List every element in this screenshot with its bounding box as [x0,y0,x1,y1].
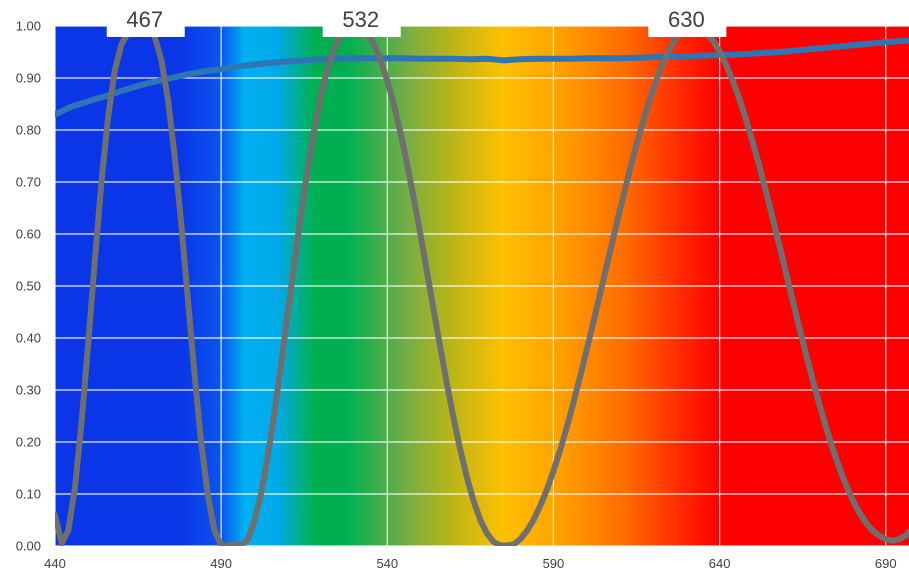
y-tick-label: 0.50 [16,279,41,294]
y-tick-label: 0.60 [16,227,41,242]
x-tick-label: 440 [44,556,66,571]
y-tick-label: 1.00 [16,19,41,34]
y-tick-label: 0.90 [16,71,41,86]
y-tick-label: 0.40 [16,331,41,346]
x-tick-label: 640 [709,556,731,571]
y-tick-label: 0.00 [16,539,41,554]
x-tick-label: 490 [210,556,232,571]
x-tick-label: 690 [875,556,897,571]
peak-label: 467 [126,7,163,32]
peak-label-box [322,0,401,37]
x-tick-label: 590 [543,556,565,571]
y-tick-label: 0.20 [16,435,41,450]
series-line-2 [55,26,909,546]
peak-label: 630 [668,7,705,32]
x-tick-label: 540 [376,556,398,571]
y-tick-label: 0.80 [16,123,41,138]
peak-label-box [648,0,727,37]
y-tick-label: 0.10 [16,487,41,502]
peak-label-box [106,0,185,37]
series-line-1 [55,37,909,118]
y-tick-label: 0.30 [16,383,41,398]
peak-label: 532 [342,7,379,32]
y-tick-label: 0.70 [16,175,41,190]
